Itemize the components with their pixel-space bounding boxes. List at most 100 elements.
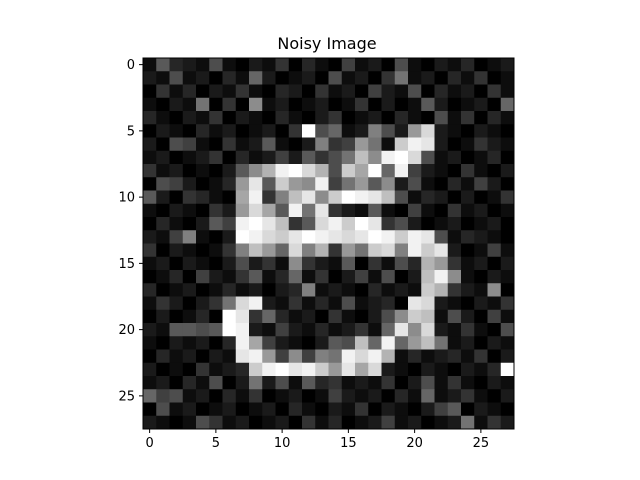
heatmap-cell [434, 256, 449, 271]
heatmap-cell [394, 177, 409, 191]
plot-frame [142, 57, 515, 430]
heatmap-cell [249, 111, 263, 125]
heatmap-cell [355, 415, 369, 430]
heatmap-cell [368, 389, 382, 403]
heatmap-cell [275, 323, 290, 337]
heatmap-cell [196, 203, 210, 218]
heatmap-cell [474, 164, 488, 178]
heatmap-cell [235, 402, 250, 417]
heatmap-cell [447, 389, 462, 403]
heatmap-cell [328, 58, 343, 72]
heatmap-cell [222, 71, 237, 85]
heatmap-cell [500, 177, 515, 191]
heatmap-cell [408, 415, 422, 430]
heatmap-cell [474, 190, 488, 205]
heatmap-cell [447, 336, 462, 350]
heatmap-cell [288, 296, 303, 311]
heatmap-cell [302, 402, 316, 417]
heatmap-cell [275, 97, 290, 112]
heatmap-cell [235, 270, 250, 284]
heatmap-cell [288, 376, 303, 390]
heatmap-cell [461, 349, 475, 364]
heatmap-cell [434, 217, 449, 231]
heatmap-cell [434, 362, 449, 377]
heatmap-cell [288, 415, 303, 430]
heatmap-cell [222, 323, 237, 337]
heatmap-cell [474, 256, 488, 271]
heatmap-cell [222, 230, 237, 244]
heatmap-cell [156, 336, 170, 350]
heatmap-cell [156, 137, 170, 152]
heatmap-cell [156, 256, 170, 271]
heatmap-cell [487, 296, 502, 311]
heatmap-cell [209, 323, 223, 337]
heatmap-cell [368, 270, 382, 284]
heatmap-cell [182, 203, 197, 218]
x-tick-label: 10 [274, 436, 291, 451]
heatmap-cell [434, 177, 449, 191]
heatmap-cell [169, 270, 184, 284]
x-tick-label: 0 [145, 436, 153, 451]
heatmap-cell [156, 203, 170, 218]
heatmap-cell [368, 58, 382, 72]
heatmap-cell [408, 270, 422, 284]
heatmap-cell [249, 84, 263, 99]
heatmap-cell [355, 177, 369, 191]
heatmap-cell [262, 164, 276, 178]
heatmap-cell [394, 150, 409, 165]
heatmap-cell [169, 124, 184, 138]
heatmap-cell [262, 137, 276, 152]
heatmap-cell [288, 323, 303, 337]
heatmap-cell [381, 376, 396, 390]
heatmap-cell [275, 349, 290, 364]
heatmap-cell [381, 283, 396, 297]
heatmap-cell [182, 71, 197, 85]
heatmap-cell [288, 164, 303, 178]
heatmap-cell [249, 336, 263, 350]
heatmap-cell [209, 296, 223, 311]
heatmap-cell [196, 84, 210, 99]
heatmap-cell [355, 309, 369, 324]
heatmap-cell [209, 230, 223, 244]
heatmap-cell [461, 376, 475, 390]
heatmap-cell [169, 71, 184, 85]
heatmap-cell [315, 177, 329, 191]
heatmap-cell [355, 164, 369, 178]
heatmap-cell [222, 217, 237, 231]
heatmap-cell [487, 270, 502, 284]
heatmap-cell [447, 71, 462, 85]
heatmap-cell [288, 283, 303, 297]
heatmap-cell [368, 97, 382, 112]
heatmap-cell [461, 389, 475, 403]
heatmap-cell [262, 84, 276, 99]
heatmap-cell [474, 389, 488, 403]
heatmap-cell [288, 190, 303, 205]
heatmap-cell [421, 415, 435, 430]
heatmap-cell [209, 137, 223, 152]
heatmap-cell [394, 402, 409, 417]
heatmap-cell [421, 203, 435, 218]
heatmap-cell [235, 217, 250, 231]
heatmap-cell [235, 137, 250, 152]
heatmap-cell [381, 150, 396, 165]
heatmap-cell [474, 309, 488, 324]
heatmap-cell [394, 309, 409, 324]
heatmap-cell [222, 362, 237, 377]
heatmap-cell [302, 309, 316, 324]
heatmap-cell [169, 230, 184, 244]
heatmap-cell [408, 243, 422, 258]
heatmap-cell [394, 217, 409, 231]
heatmap-cell [355, 376, 369, 390]
heatmap-cell [355, 402, 369, 417]
heatmap-cell [447, 402, 462, 417]
heatmap-cell [182, 415, 197, 430]
heatmap-cell [143, 190, 157, 205]
heatmap-cell [222, 256, 237, 271]
heatmap-cell [328, 415, 343, 430]
heatmap-cell [474, 84, 488, 99]
heatmap-cell [315, 137, 329, 152]
heatmap-cell [394, 243, 409, 258]
heatmap-cell [328, 111, 343, 125]
heatmap-cell [447, 376, 462, 390]
heatmap-cell [315, 362, 329, 377]
